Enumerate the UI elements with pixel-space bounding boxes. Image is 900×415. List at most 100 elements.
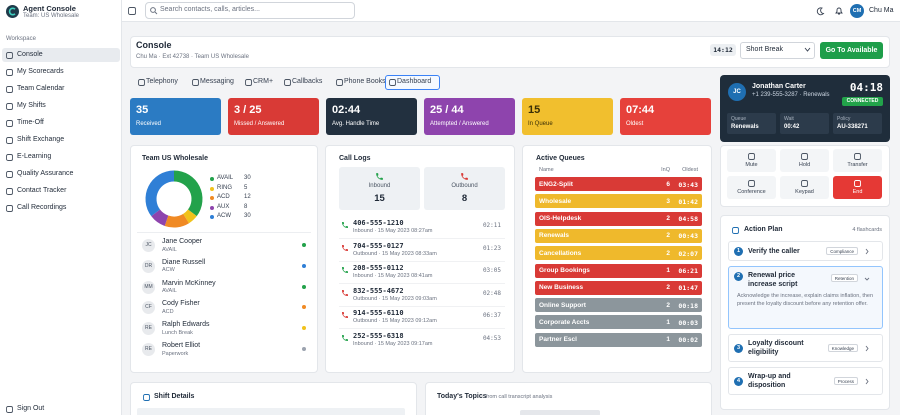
available-button[interactable]: Go To Available: [820, 42, 883, 59]
tab-label[interactable]: Dashboard: [397, 78, 432, 85]
queue-oldest: 00:03: [678, 318, 698, 327]
nav-label[interactable]: Call Recordings: [17, 204, 67, 211]
nav-label[interactable]: Contact Tracker: [17, 187, 67, 194]
queue-row: [535, 194, 702, 209]
card-title: Wrap-up and disposition: [748, 373, 791, 389]
queue-row: [535, 315, 702, 330]
agent-avatar: RE: [142, 343, 155, 356]
agent-dot: [302, 305, 306, 310]
call-control[interactable]: [833, 149, 882, 172]
logo-mark: [8, 7, 16, 16]
tab-label[interactable]: Callbacks: [292, 78, 323, 85]
avatar[interactable]: CM: [850, 4, 864, 18]
field-label: Queue: [731, 116, 747, 122]
tab[interactable]: [385, 75, 440, 90]
status-value: Short Break: [746, 46, 783, 53]
call-control[interactable]: [780, 176, 829, 199]
control-icon: [801, 153, 808, 160]
sign-out-icon: [6, 406, 13, 413]
call-number: 252-555-6318: [353, 331, 404, 340]
control-label[interactable]: Transfer: [847, 162, 868, 168]
flashcard[interactable]: [728, 241, 883, 261]
stat-value: 3 / 25: [234, 104, 262, 116]
queue-row: [535, 298, 702, 313]
nav-label[interactable]: E-Learning: [17, 153, 52, 160]
nav-label[interactable]: My Scorecards: [17, 68, 64, 75]
chevron: [865, 378, 869, 385]
stat-card: [326, 98, 417, 135]
phone-icon: [342, 312, 348, 318]
legend-label: AUX: [217, 203, 230, 210]
card-number: 3: [734, 343, 743, 353]
queue-name: Group Bookings: [539, 267, 590, 274]
tab-icon: [284, 79, 291, 86]
tab-label[interactable]: Messaging: [200, 78, 234, 85]
summary-count: 15: [374, 193, 385, 204]
tab-label[interactable]: Phone Books: [344, 78, 386, 85]
nav-icon-shape: [6, 120, 13, 127]
call-control[interactable]: [780, 149, 829, 172]
app-title: Agent Console: [23, 4, 76, 13]
panel-title: Team US Wholesale: [142, 155, 209, 162]
nav-label[interactable]: Time-Off: [17, 119, 44, 126]
select-chevron: [804, 47, 811, 52]
stat-label: Oldest: [626, 121, 644, 127]
call-field: [780, 113, 829, 134]
legend-label: ACD: [217, 194, 230, 200]
legend-count: 5: [244, 184, 248, 191]
stat-label: Received: [136, 121, 162, 127]
agent-name: Cody Fisher: [162, 300, 200, 308]
control-label[interactable]: Keypad: [795, 189, 814, 195]
nav-label[interactable]: Quality Assurance: [17, 170, 74, 177]
phone-icon: [342, 289, 348, 296]
call-duration: 02:11: [482, 222, 501, 229]
call-number: 208-555-0112: [353, 264, 404, 272]
nav-label[interactable]: Shift Exchange: [17, 136, 65, 143]
status-select[interactable]: [740, 42, 815, 59]
field-label: Wait: [784, 116, 794, 122]
control-label[interactable]: Hold: [798, 162, 811, 168]
divider: [339, 238, 505, 239]
queue-row: [535, 211, 702, 226]
queue-oldest: 00:18: [678, 301, 698, 310]
tab-label[interactable]: Telephony: [146, 78, 178, 85]
call-control[interactable]: [727, 176, 776, 199]
card-chevron: [865, 345, 869, 352]
queue-name: OIS-Helpdesk: [539, 215, 582, 223]
queue-name: Partner Escl: [539, 336, 577, 344]
stat-value: 25 / 44: [430, 104, 464, 116]
call-control[interactable]: [833, 176, 882, 199]
shift-icon: [143, 394, 150, 401]
search-box[interactable]: [145, 2, 355, 19]
call-duration: 04:53: [482, 334, 501, 342]
queue-oldest: 06:21: [678, 267, 698, 275]
nav-item[interactable]: [2, 48, 120, 62]
call-control[interactable]: [727, 149, 776, 172]
nav-icon-shape: [6, 103, 13, 110]
tab-label[interactable]: CRM+: [253, 78, 274, 85]
topics-panel: [425, 382, 712, 415]
legend-label: ACW: [217, 213, 231, 219]
stat-card: [424, 98, 515, 135]
nav-label[interactable]: Team Calendar: [17, 85, 65, 92]
control-label[interactable]: End: [852, 189, 863, 195]
handle: [154, 11, 158, 15]
control-label[interactable]: Conference: [737, 189, 766, 195]
control-label[interactable]: Mute: [745, 162, 758, 168]
queue-inq: 1: [666, 318, 670, 326]
moon: [816, 7, 825, 16]
nav-label[interactable]: Console: [17, 51, 43, 58]
panel-title: Shift Details: [154, 393, 195, 400]
nav-label[interactable]: My Shifts: [17, 102, 46, 109]
nav-icon-shape: [6, 69, 13, 76]
stat-card: [620, 98, 711, 135]
queue-row: [535, 246, 702, 261]
sign-out[interactable]: Sign Out: [17, 405, 45, 412]
control-icon-shape: [854, 153, 861, 160]
agent-status: ACW: [162, 267, 175, 274]
tab-icon: [138, 79, 145, 86]
queue-oldest: 00:02: [678, 336, 698, 345]
call-timer: 04:18: [849, 81, 883, 94]
agent-name: Marvin McKinney: [162, 279, 216, 287]
topic-bar: [520, 410, 600, 415]
